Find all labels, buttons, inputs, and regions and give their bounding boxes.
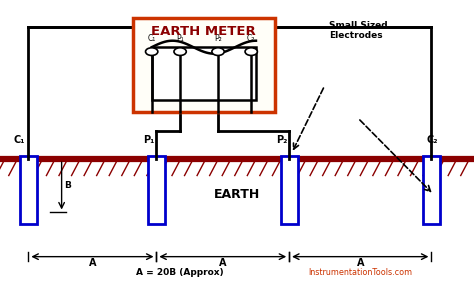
Bar <box>282 161 296 223</box>
Bar <box>152 47 256 100</box>
Text: C₂: C₂ <box>247 34 255 43</box>
Text: A = 20B (Approx): A = 20B (Approx) <box>137 268 224 278</box>
Text: C₁: C₁ <box>13 135 25 145</box>
Text: EARTH: EARTH <box>214 188 260 201</box>
Bar <box>20 156 37 224</box>
Text: P₂: P₂ <box>276 135 287 145</box>
Bar <box>281 156 298 224</box>
Bar <box>133 18 275 112</box>
Circle shape <box>146 48 158 55</box>
Text: B: B <box>64 181 71 190</box>
Text: P₁: P₁ <box>176 34 184 43</box>
Text: P₁: P₁ <box>143 135 155 145</box>
Bar <box>148 156 165 224</box>
Text: Small Sized
Electrodes: Small Sized Electrodes <box>329 21 388 40</box>
Text: EARTH METER: EARTH METER <box>152 25 256 38</box>
Circle shape <box>245 48 257 55</box>
Text: C₂: C₂ <box>427 135 438 145</box>
Text: A: A <box>89 258 96 268</box>
Bar <box>424 161 438 223</box>
Circle shape <box>174 48 186 55</box>
Bar <box>423 156 440 224</box>
Text: A: A <box>219 258 227 268</box>
Text: C₁: C₁ <box>147 34 156 43</box>
Text: P₂: P₂ <box>214 34 222 43</box>
Bar <box>21 161 36 223</box>
Circle shape <box>212 48 224 55</box>
Text: A: A <box>356 258 364 268</box>
Bar <box>149 161 164 223</box>
Text: InstrumentationTools.com: InstrumentationTools.com <box>308 268 412 278</box>
